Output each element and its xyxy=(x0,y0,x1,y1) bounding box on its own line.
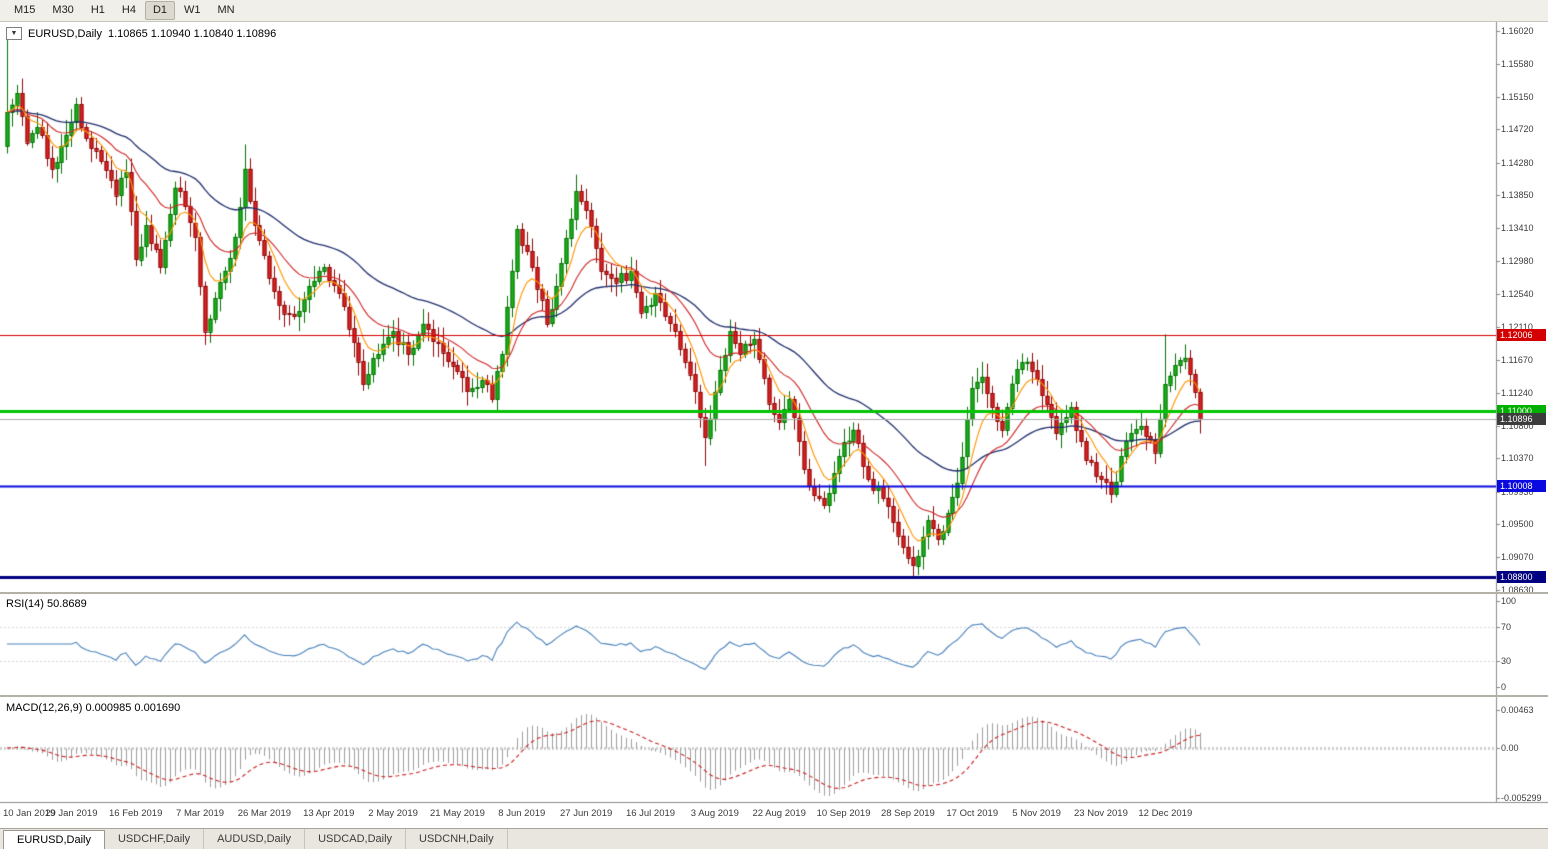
price-axis-tick: 1.10800 xyxy=(1501,420,1534,431)
rsi-indicator-label: RSI(14) 50.8689 xyxy=(6,598,87,610)
chart-tab-usdcad[interactable]: USDCAD,Daily xyxy=(305,829,407,849)
timeframe-buttons: M15 M30 H1 H4 D1 W1 MN xyxy=(6,1,244,20)
price-axis-tick: 1.08630 xyxy=(1501,585,1534,595)
date-axis-label: 21 May 2019 xyxy=(429,808,485,819)
chart-tab-eurusd[interactable]: EURUSD,Daily xyxy=(3,830,105,849)
price-axis-tick: 1.09500 xyxy=(1501,519,1534,530)
timeframe-button-d1[interactable]: D1 xyxy=(144,1,175,20)
timeframe-button-h4[interactable]: H4 xyxy=(121,4,136,16)
price-axis-tick: 1.13850 xyxy=(1501,190,1534,201)
price-axis-tick: 1.10370 xyxy=(1501,453,1534,464)
rsi-axis-tick: 30 xyxy=(1501,656,1512,667)
price-axis-tick: 1.12110 xyxy=(1501,321,1533,332)
price-axis-tick: 1.14280 xyxy=(1501,157,1534,168)
date-axis-label: 7 Mar 2019 xyxy=(176,808,225,819)
timeframe-button-w1[interactable]: W1 xyxy=(184,4,201,16)
chart-tab-usdcnh[interactable]: USDCNH,Daily xyxy=(406,829,508,849)
rsi-axis-tick: 100 xyxy=(1501,596,1517,606)
timeframe-button-m30[interactable]: M30 xyxy=(52,4,74,16)
price-axis-tick: 1.11240 xyxy=(1501,387,1533,398)
price-axis-tick: 1.15150 xyxy=(1501,91,1534,102)
date-axis-label: 17 Oct 2019 xyxy=(946,808,999,819)
rsi-axis-tick: 0 xyxy=(1501,682,1507,692)
price-axis-tick: 1.14720 xyxy=(1501,124,1534,135)
price-axis-tick: 1.15580 xyxy=(1501,59,1534,70)
date-axis-label: 13 Apr 2019 xyxy=(303,808,355,819)
date-axis-label: 16 Feb 2019 xyxy=(109,808,163,819)
date-axis-label: 23 Nov 2019 xyxy=(1074,808,1128,819)
date-axis-label: 10 Sep 2019 xyxy=(816,808,871,819)
price-line-badge: 1.10008 xyxy=(1497,479,1546,492)
price-axis-tick: 1.13410 xyxy=(1501,223,1534,234)
chart-title: ▼ EURUSD,Daily 1.10865 1.10940 1.10840 1… xyxy=(6,27,276,40)
price-chart-canvas[interactable] xyxy=(0,22,1548,828)
pane-splitter-rsi[interactable] xyxy=(0,592,1548,594)
price-line-badge: 1.10896 xyxy=(1497,412,1546,425)
date-axis-label: 10 Jan 2019 xyxy=(3,808,56,819)
timeframe-toolbar: M15 M30 H1 H4 D1 W1 MN xyxy=(0,0,1548,22)
date-axis-label: 28 Sep 2019 xyxy=(880,808,935,819)
timeframe-button-m15[interactable]: M15 xyxy=(14,4,36,16)
macd-axis-tick: 0.00 xyxy=(1501,743,1519,753)
date-axis-label: 2 May 2019 xyxy=(368,808,418,819)
price-axis-tick: 1.11670 xyxy=(1501,355,1533,366)
chart-area: ▼ EURUSD,Daily 1.10865 1.10940 1.10840 1… xyxy=(0,22,1548,828)
date-axis-label: 26 Mar 2019 xyxy=(237,808,292,819)
macd-indicator-label: MACD(12,26,9) 0.000985 0.001690 xyxy=(6,702,181,714)
timeframe-button-mn[interactable]: MN xyxy=(217,4,235,16)
price-axis-tick: 1.12540 xyxy=(1501,289,1534,300)
date-axis-label: 29 Jan 2019 xyxy=(45,808,98,819)
chart-tab-audusd[interactable]: AUDUSD,Daily xyxy=(204,829,306,849)
macd-axis-tick: 0.00463 xyxy=(1501,705,1534,715)
date-axis-label: 16 Jul 2019 xyxy=(625,808,676,819)
macd-axis-tick: -0.005299 xyxy=(1501,793,1542,803)
date-axis-label: 8 Jun 2019 xyxy=(498,808,546,819)
timeframe-button-h1[interactable]: H1 xyxy=(90,4,105,16)
date-axis-label: 12 Dec 2019 xyxy=(1138,808,1193,819)
symbol-period-label: EURUSD,Daily xyxy=(28,27,102,40)
price-line-badge: 1.08800 xyxy=(1497,571,1546,584)
ohlc-values: 1.10865 1.10940 1.10840 1.10896 xyxy=(107,27,277,40)
chart-tabs-bar: EURUSD,Daily USDCHF,Daily AUDUSD,Daily USDC… xyxy=(0,828,1548,849)
price-axis-tick: 1.16020 xyxy=(1501,26,1534,36)
collapse-chart-button[interactable]: ▼ xyxy=(6,27,22,40)
chart-tab-usdchf[interactable]: USDCHF,Daily xyxy=(105,829,205,849)
date-axis-label: 27 Jun 2019 xyxy=(559,808,613,819)
price-axis-tick: 1.09070 xyxy=(1501,551,1534,562)
date-axis-label: 22 Aug 2019 xyxy=(752,808,806,819)
price-axis-tick: 1.12980 xyxy=(1501,255,1534,266)
rsi-axis-tick: 70 xyxy=(1501,621,1512,632)
date-axis-label: 3 Aug 2019 xyxy=(690,808,739,819)
pane-splitter-macd[interactable] xyxy=(0,695,1548,697)
price-line-badge: 1.12006 xyxy=(1497,328,1546,341)
date-axis-label: 5 Nov 2019 xyxy=(1012,808,1061,819)
